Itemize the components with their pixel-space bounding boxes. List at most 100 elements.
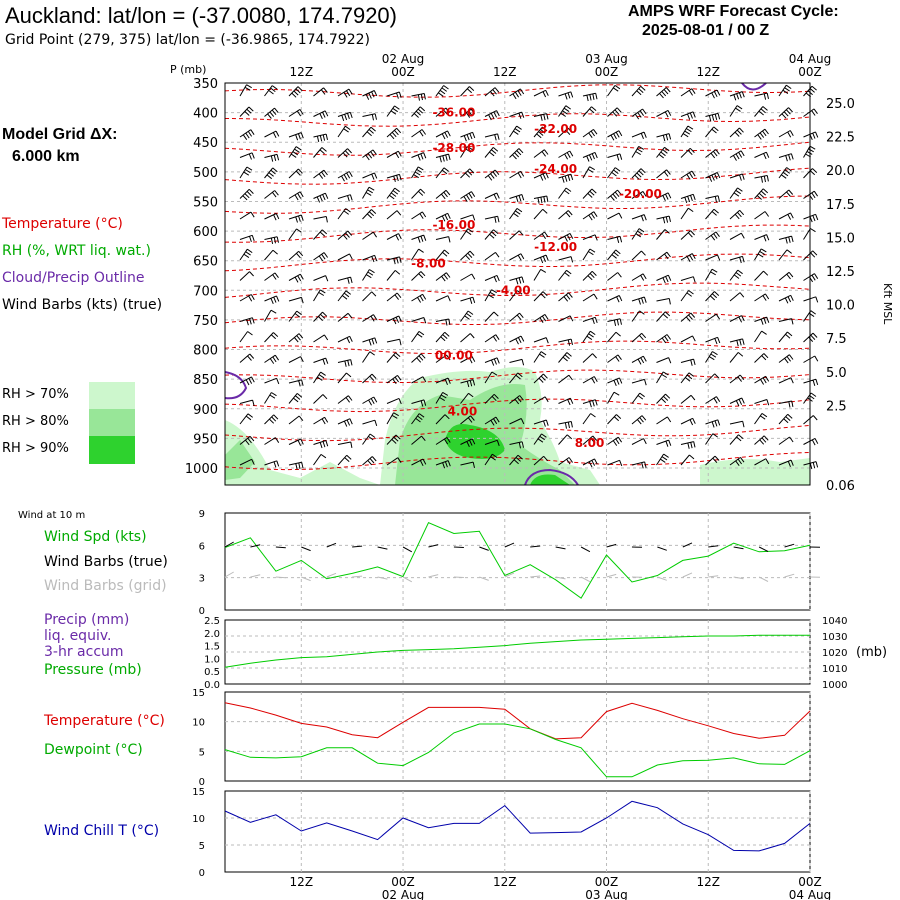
wind-tick-label: 3 (199, 574, 205, 585)
top-date-label: 03 Aug (585, 52, 628, 66)
wind-barb-grid (784, 573, 795, 578)
wind-barb (239, 234, 255, 243)
wind-barb (460, 355, 476, 364)
page-title: Auckland: lat/lon = (-37.0080, 174.7920) (5, 3, 397, 28)
wind-barb (435, 414, 450, 425)
wind-barb (778, 107, 793, 119)
wind-barb (460, 310, 474, 322)
wind-barb (533, 126, 548, 139)
temp-tick-label: 0 (199, 777, 205, 788)
wind-barb (754, 399, 770, 406)
height-axis-title: Kft MSL (881, 283, 894, 325)
wind-barb (509, 454, 523, 466)
wind-barb (705, 172, 721, 182)
wind-barb (778, 249, 793, 261)
wind-barb (680, 88, 696, 97)
wind-barb (239, 331, 253, 343)
temperature-contour-label: -16.00 (432, 218, 475, 232)
wind-barb (533, 149, 549, 158)
wind-barb (264, 213, 280, 221)
wind-barb-true (606, 543, 617, 548)
wind-barb (313, 133, 328, 143)
height-tick-label: 10.0 (826, 299, 855, 314)
wind-barb (435, 354, 451, 363)
wind-barb (288, 296, 304, 304)
wind-barb (484, 215, 500, 223)
wind-barb (533, 291, 548, 302)
wind-barb (484, 334, 500, 343)
wind-barb (484, 147, 499, 158)
wind-barb (264, 107, 279, 119)
wind-barb-grid (555, 576, 566, 580)
top-date-label: 02 Aug (382, 52, 425, 66)
pressure-tick-label: 1030 (822, 632, 847, 643)
pressure-tick-label: 750 (193, 314, 218, 329)
wind-barb (386, 127, 402, 140)
wind-barb (558, 187, 572, 199)
wind-barb (313, 311, 328, 322)
wind-barb (509, 148, 524, 160)
wind-barb (484, 87, 500, 97)
wind-barb (362, 231, 378, 240)
wind-barb (362, 269, 375, 281)
wind-barb (362, 209, 377, 220)
precip-tick-label: 2.0 (204, 629, 220, 640)
wind-barb (729, 338, 745, 347)
wind-barb (362, 90, 378, 100)
wind-barb (705, 351, 718, 363)
wind-barb (607, 167, 621, 179)
wind-barb (313, 440, 329, 449)
wind-barb-true (301, 546, 311, 552)
wind-barb (656, 453, 669, 466)
precip-tick-label: 1.5 (204, 642, 220, 653)
wind-barb (509, 111, 525, 119)
wind-barb (411, 248, 424, 261)
wind-barb (631, 214, 647, 222)
wind-barb (484, 169, 500, 181)
wind-barb-grid (733, 576, 744, 580)
wind-barb (362, 373, 377, 384)
wind-tick-label: 9 (199, 509, 205, 520)
wind-barb (509, 312, 524, 322)
wind-barb-grid (758, 576, 769, 582)
wind-barb (558, 105, 571, 117)
wind-barb (582, 353, 597, 363)
wind-barb-grid (530, 575, 541, 578)
wind-speed-line (224, 522, 811, 599)
wind-barb (803, 168, 818, 179)
wind-barb (656, 298, 671, 305)
model-grid-value: 6.000 km (12, 148, 80, 165)
wind-barb (484, 192, 500, 200)
wind-barb (533, 208, 548, 220)
wind-barb (558, 127, 573, 138)
wind-barb (386, 457, 402, 466)
wind-barb (264, 236, 279, 245)
wind-barb (288, 250, 304, 261)
wind-barb (582, 376, 598, 384)
wind-barb-grid (657, 576, 667, 581)
wind-barb (778, 84, 792, 97)
wind-barb (386, 210, 402, 220)
wind-barb (582, 211, 598, 221)
wind-barb-true (733, 546, 744, 550)
legend-temperature: Temperature (°C) (2, 216, 123, 232)
wind-barb (754, 435, 769, 445)
bottom-time-tick: 00Z (391, 875, 415, 889)
pressure-tick-label: 400 (193, 107, 218, 122)
wind-barb-true (352, 545, 363, 548)
legend-rh70-swatch (89, 382, 135, 409)
top-date-label: 04 Aug (789, 52, 832, 66)
rh90-region (445, 424, 505, 459)
wind-barb (509, 372, 523, 384)
wind-barb (337, 111, 353, 122)
wind-barb (435, 391, 449, 404)
wind-barb (337, 454, 352, 466)
temp-series-line (224, 723, 811, 778)
wind-barb (631, 273, 647, 281)
wind-barb (778, 167, 792, 179)
wind-barb (264, 190, 279, 199)
precip-tick-label: 0.5 (204, 667, 220, 678)
wind-barb (288, 132, 304, 141)
wind-barb (729, 434, 744, 445)
wind-barb (435, 107, 451, 117)
